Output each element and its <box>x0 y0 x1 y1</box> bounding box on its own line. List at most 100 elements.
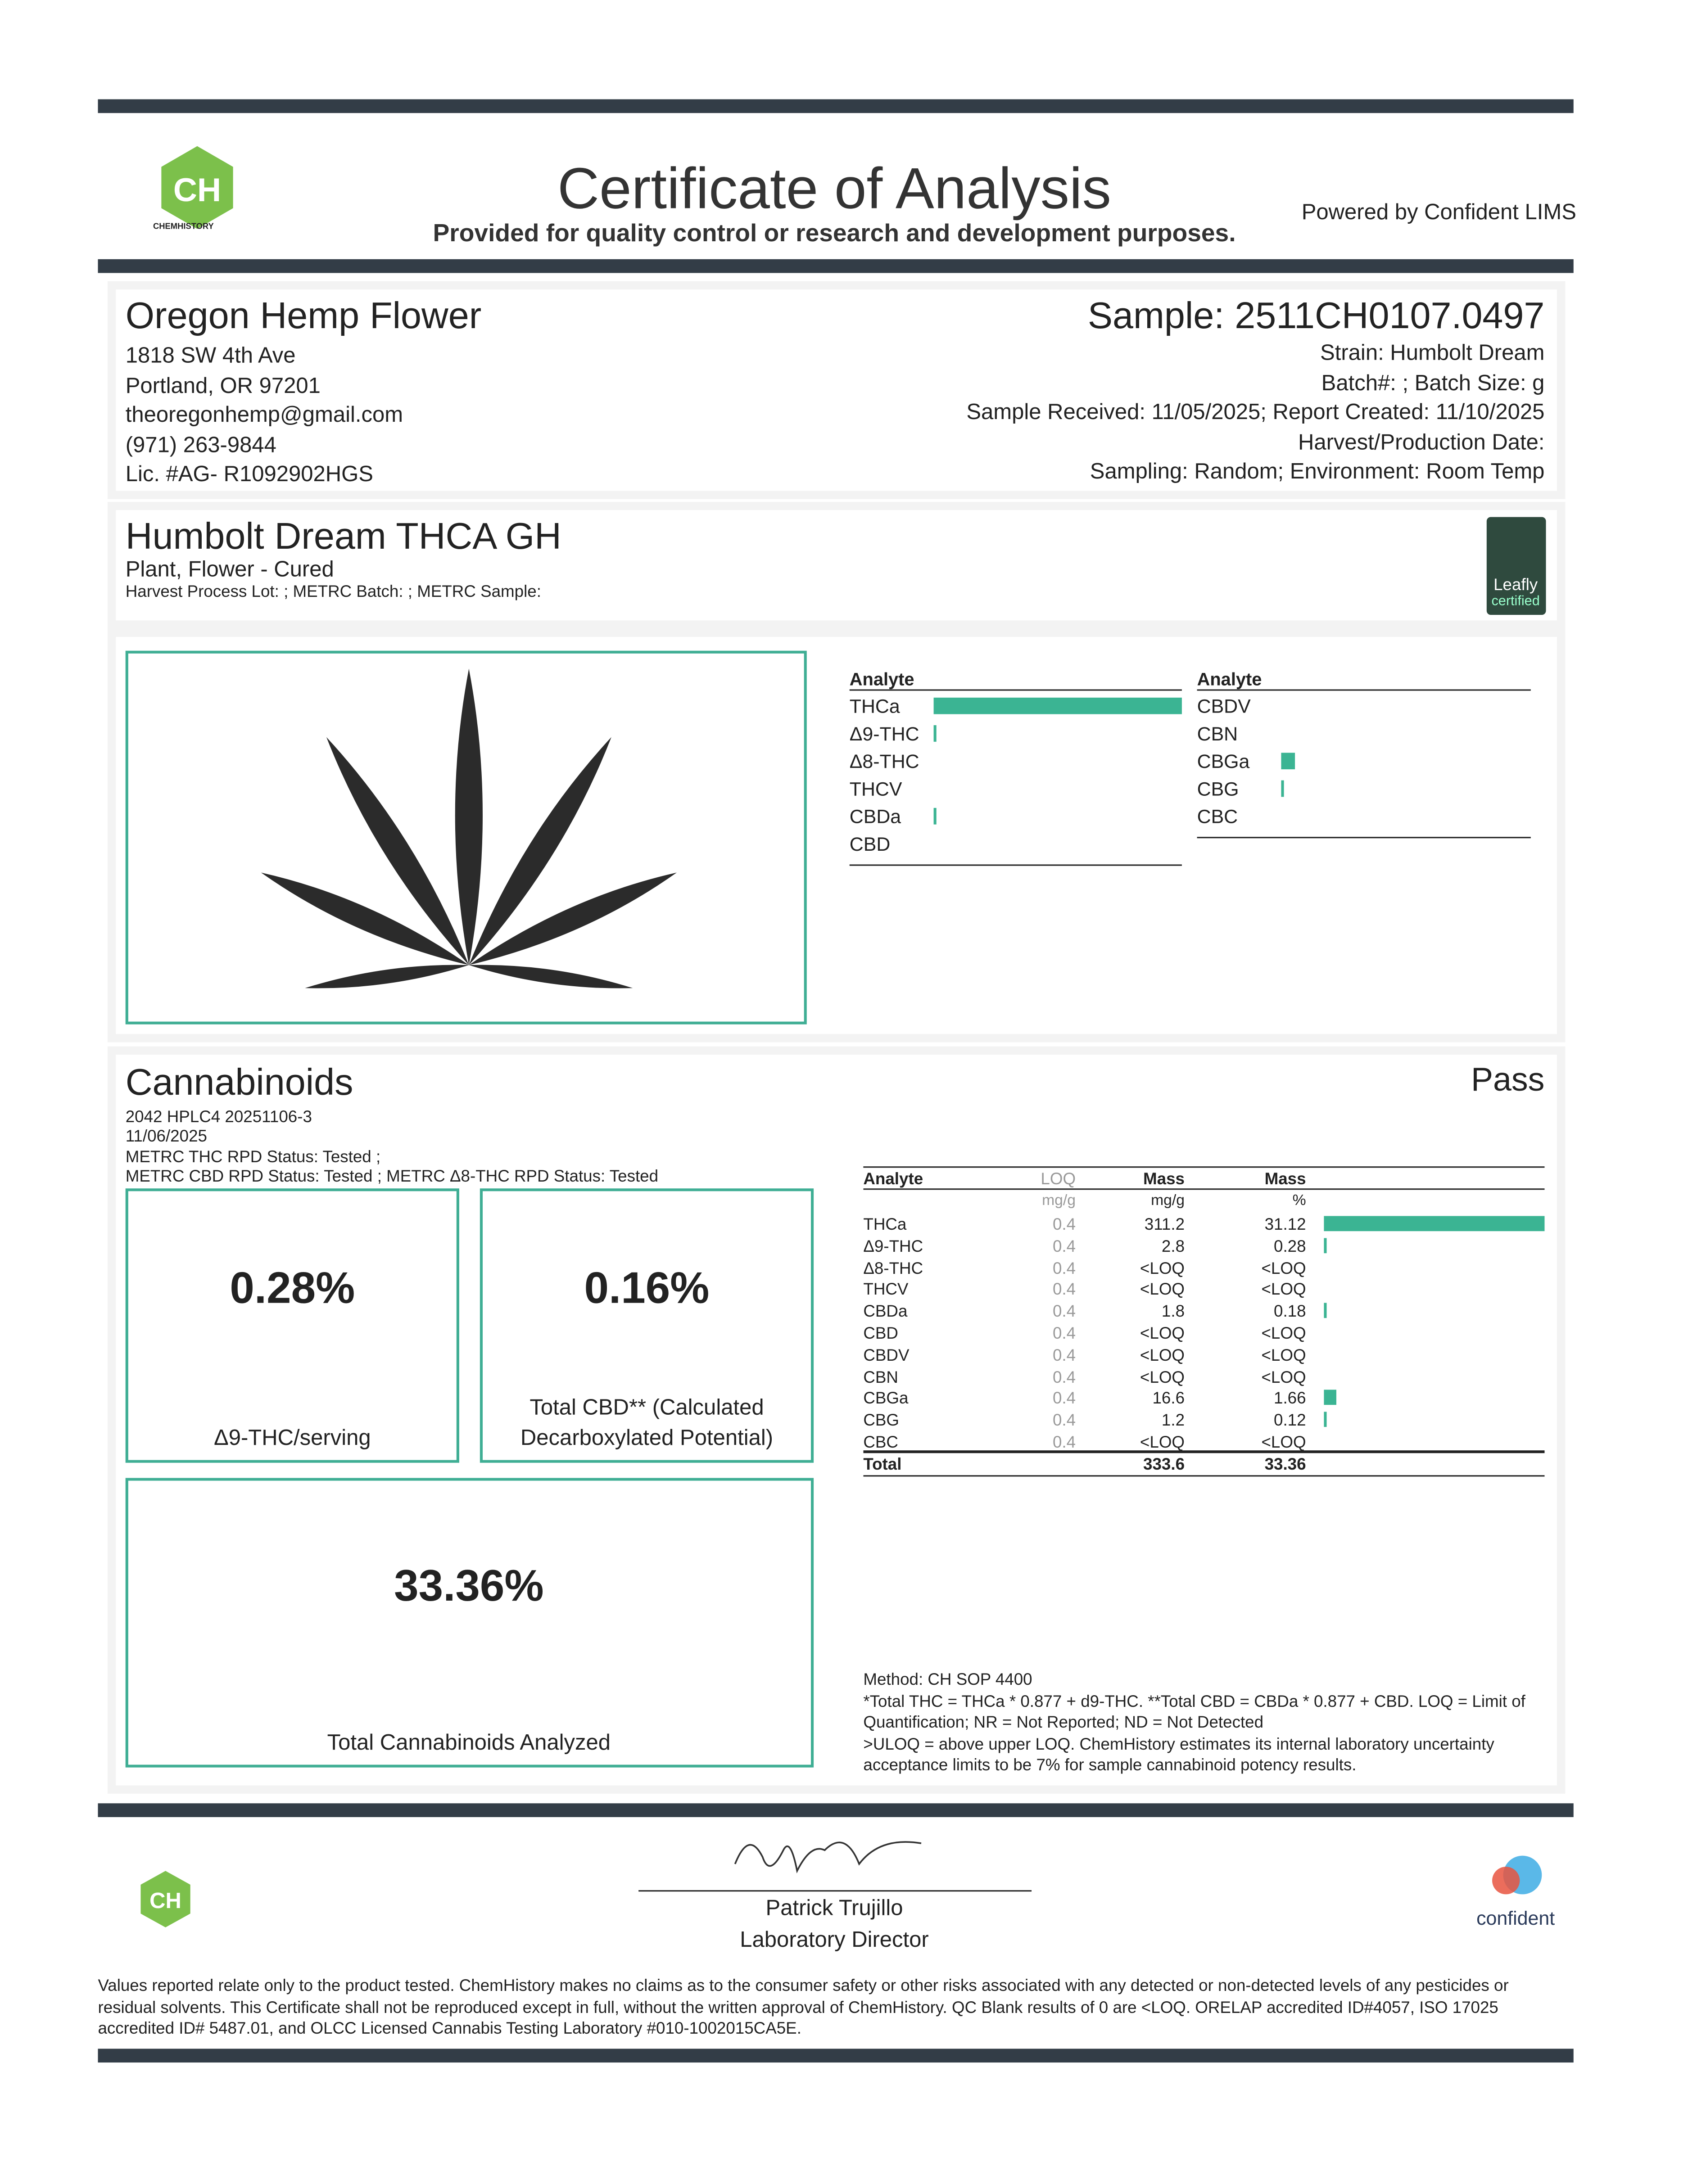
cell: Δ8-THC <box>863 1258 923 1278</box>
cell: 0.4 <box>1052 1367 1076 1387</box>
top-bar <box>98 99 1574 113</box>
signer-name: Patrick Trujillo <box>765 1897 903 1921</box>
bar <box>1324 1237 1327 1253</box>
cell: <LOQ <box>1261 1258 1306 1278</box>
cannabinoid-panel <box>116 1055 1557 1786</box>
cell: <LOQ <box>1261 1280 1306 1300</box>
box-value: 0.16% <box>584 1263 710 1313</box>
confident-logo <box>1492 1855 1542 1895</box>
cell: 0.4 <box>1052 1258 1076 1278</box>
cell: 1.8 <box>1161 1301 1185 1321</box>
cell: <LOQ <box>1261 1345 1306 1365</box>
badge-sub: certified <box>1491 594 1540 609</box>
total-cell: Total <box>863 1454 902 1474</box>
cell: 0.12 <box>1274 1410 1306 1430</box>
logo-text: CHEMHISTORY <box>153 223 214 232</box>
svg-text:CH: CH <box>149 1889 181 1913</box>
note: acceptance limits to be 7% for sample ca… <box>863 1755 1357 1775</box>
unit: mg/g <box>1151 1192 1185 1209</box>
cbd-box <box>480 1188 814 1463</box>
rule <box>1197 689 1531 691</box>
cell: Δ9-THC <box>863 1236 923 1256</box>
title: Certificate of Analysis <box>557 156 1111 221</box>
client-line: (971) 263-9844 <box>125 433 276 457</box>
powered-by: Powered by Confident LIMS <box>1301 201 1576 225</box>
cell: THCV <box>863 1280 909 1300</box>
signature <box>734 1841 922 1873</box>
sample-line: Harvest/Production Date: <box>1298 431 1545 455</box>
sample-line: Batch#: ; Batch Size: g <box>1321 371 1545 395</box>
client-line: Portland, OR 97201 <box>125 374 321 398</box>
analyte-name: CBDa <box>849 805 901 827</box>
bar <box>1281 780 1284 797</box>
subtitle: Provided for quality control or research… <box>433 219 1236 247</box>
info-line: METRC THC RPD Status: Tested ; <box>125 1146 381 1166</box>
cell: 311.2 <box>1144 1214 1185 1234</box>
rule <box>849 689 1182 691</box>
thc-box <box>125 1188 459 1463</box>
rule <box>863 1188 1545 1190</box>
column-header: LOQ <box>1041 1169 1076 1189</box>
analyte-name: CBG <box>1197 777 1239 800</box>
cell: 0.18 <box>1274 1301 1306 1321</box>
section-title: Cannabinoids <box>125 1061 353 1103</box>
analyte-name: Δ9-THC <box>849 722 919 745</box>
analyte-name: CBC <box>1197 805 1238 827</box>
cell: CBN <box>863 1367 899 1387</box>
cell: 0.4 <box>1052 1389 1076 1408</box>
badge-text: Leafly <box>1493 575 1538 595</box>
cell: <LOQ <box>1140 1280 1185 1300</box>
cell: 1.66 <box>1274 1389 1306 1408</box>
disclaimer: Values reported relate only to the produ… <box>98 1976 1509 1995</box>
analyte-name: CBDV <box>1197 695 1251 717</box>
box-label: Total CBD** (Calculated <box>529 1396 764 1420</box>
overview-header: Analyte <box>1197 668 1262 690</box>
note: Quantification; NR = Not Reported; ND = … <box>863 1712 1264 1732</box>
svg-text:CH: CH <box>173 171 221 208</box>
cell: <LOQ <box>1140 1367 1185 1387</box>
box-label: Decarboxylated Potential) <box>520 1427 774 1451</box>
cell: <LOQ <box>1261 1323 1306 1343</box>
product-type: Plant, Flower - Cured <box>125 558 334 582</box>
bar <box>933 697 1182 714</box>
cell: 31.12 <box>1264 1214 1306 1234</box>
unit: % <box>1292 1192 1306 1209</box>
cell: 0.4 <box>1052 1410 1076 1430</box>
box-value: 33.36% <box>394 1561 544 1611</box>
cell: <LOQ <box>1261 1367 1306 1387</box>
rule <box>849 864 1182 866</box>
overview-header: Analyte <box>849 668 914 690</box>
analyte-name: Δ8-THC <box>849 750 919 772</box>
cell: <LOQ <box>1140 1432 1185 1452</box>
sample-line: Sample Received: 11/05/2025; Report Crea… <box>966 401 1545 425</box>
cell: CBDV <box>863 1345 910 1365</box>
rule <box>863 1475 1545 1477</box>
image-frame <box>125 650 807 1024</box>
cell: 0.28 <box>1274 1236 1306 1256</box>
analyte-name: CBD <box>849 832 891 855</box>
product-lot: Harvest Process Lot: ; METRC Batch: ; ME… <box>125 582 541 601</box>
cell: 16.6 <box>1152 1389 1185 1408</box>
sample-line: Strain: Humbolt Dream <box>1320 342 1545 366</box>
cell: 0.4 <box>1052 1280 1076 1300</box>
disclaimer: accredited ID# 5487.01, and OLCC License… <box>98 2018 801 2038</box>
client-name: Oregon Hemp Flower <box>125 295 482 337</box>
info-line: 11/06/2025 <box>125 1127 207 1146</box>
cell: CBGa <box>863 1389 909 1408</box>
column-header: Mass <box>1264 1169 1306 1189</box>
disclaimer: residual solvents. This Certificate shal… <box>98 1997 1498 2017</box>
cell: <LOQ <box>1140 1258 1185 1278</box>
info-line: METRC CBD RPD Status: Tested ; METRC Δ8-… <box>125 1166 659 1186</box>
cell: <LOQ <box>1140 1345 1185 1365</box>
signer-role: Laboratory Director <box>740 1928 929 1953</box>
bar <box>1324 1390 1336 1406</box>
product-name: Humbolt Dream THCA GH <box>125 515 561 557</box>
total-box <box>125 1478 814 1768</box>
cell: CBD <box>863 1323 899 1343</box>
cell: 2.8 <box>1161 1236 1185 1256</box>
cell: 0.4 <box>1052 1236 1076 1256</box>
column-header: Analyte <box>863 1169 923 1189</box>
total-cell: 33.36 <box>1264 1454 1306 1474</box>
